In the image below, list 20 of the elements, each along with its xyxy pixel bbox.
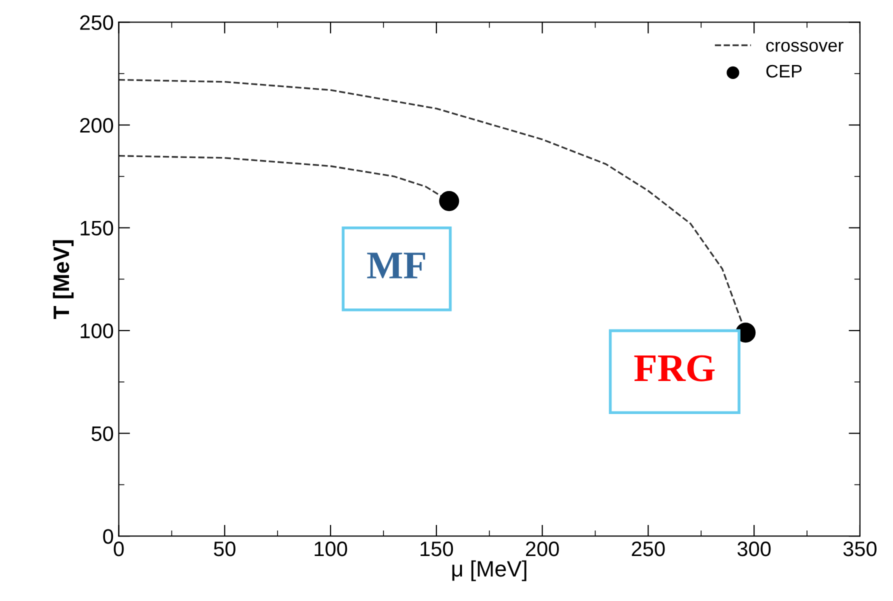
x-tick-label: 250 — [632, 542, 665, 556]
x-tick-label: 50 — [214, 542, 236, 556]
x-tick-label: 150 — [420, 542, 453, 556]
y-axis-title: T [MeV] — [52, 240, 74, 320]
legend-label: CEP — [766, 64, 802, 78]
x-tick-label: 0 — [114, 542, 124, 556]
x-axis-title: μ [MeV] — [452, 560, 526, 582]
y-tick-label: 50 — [92, 426, 114, 442]
x-tick-label: 300 — [737, 542, 771, 556]
annotation: FRG — [634, 355, 715, 382]
x-tick-label: 350 — [843, 542, 877, 556]
annotation: MF — [367, 252, 426, 278]
x-tick-label: 200 — [526, 542, 559, 556]
y-tick-label: 0 — [103, 529, 114, 544]
y-tick-label: 100 — [80, 324, 114, 338]
y-tick-label: 200 — [80, 118, 114, 133]
y-tick-label: 150 — [80, 220, 114, 236]
y-tick-label: 250 — [80, 15, 114, 30]
legend-label: crossover — [766, 42, 844, 52]
x-tick-label: 100 — [314, 542, 348, 556]
